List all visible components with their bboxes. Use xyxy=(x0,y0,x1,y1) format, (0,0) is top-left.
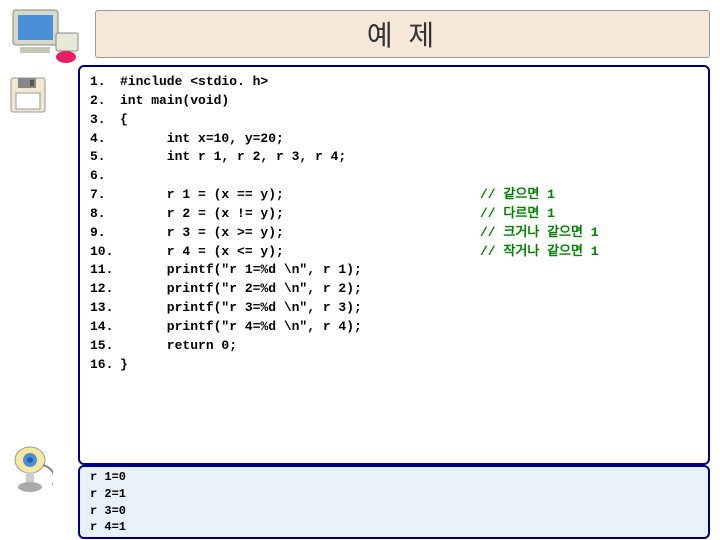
code-text: printf("r 2=%d \n", r 2); xyxy=(120,280,362,299)
floppy-icon xyxy=(8,75,48,115)
code-text: printf("r 3=%d \n", r 3); xyxy=(120,299,362,318)
code-comment: // 같으면 1 xyxy=(480,186,555,205)
line-number: 1. xyxy=(90,73,120,92)
line-number: 8. xyxy=(90,205,120,224)
line-number: 5. xyxy=(90,148,120,167)
code-text: int r 1, r 2, r 3, r 4; xyxy=(120,148,346,167)
output-box: r 1=0r 2=1r 3=0r 4=1 xyxy=(78,465,710,539)
output-line: r 3=0 xyxy=(90,503,698,520)
line-number: 4. xyxy=(90,130,120,149)
computer-icon xyxy=(8,5,83,65)
output-line: r 4=1 xyxy=(90,519,698,536)
code-line: 11. printf("r 1=%d \n", r 1); xyxy=(90,261,698,280)
code-line: 5. int r 1, r 2, r 3, r 4; xyxy=(90,148,698,167)
line-number: 6. xyxy=(90,167,120,186)
code-text: return 0; xyxy=(120,337,237,356)
code-comment: // 작거나 같으면 1 xyxy=(480,243,599,262)
code-text: } xyxy=(120,356,128,375)
code-text: { xyxy=(120,111,128,130)
output-line: r 2=1 xyxy=(90,486,698,503)
line-number: 16. xyxy=(90,356,120,375)
line-number: 14. xyxy=(90,318,120,337)
webcam-icon xyxy=(8,445,53,495)
line-number: 15. xyxy=(90,337,120,356)
code-text: printf("r 4=%d \n", r 4); xyxy=(120,318,362,337)
code-text: r 1 = (x == y); xyxy=(120,186,284,205)
line-number: 10. xyxy=(90,243,120,262)
code-line: 4. int x=10, y=20; xyxy=(90,130,698,149)
code-comment: // 다르면 1 xyxy=(480,205,555,224)
line-number: 9. xyxy=(90,224,120,243)
line-number: 13. xyxy=(90,299,120,318)
code-line: 9. r 3 = (x >= y); // 크거나 같으면 1 xyxy=(90,224,698,243)
line-number: 7. xyxy=(90,186,120,205)
code-line: 7. r 1 = (x == y); // 같으면 1 xyxy=(90,186,698,205)
code-line: 2.int main(void) xyxy=(90,92,698,111)
page-title: 예 제 xyxy=(367,14,438,54)
code-text: r 3 = (x >= y); xyxy=(120,224,284,243)
code-text: r 2 = (x != y); xyxy=(120,205,284,224)
code-text: printf("r 1=%d \n", r 1); xyxy=(120,261,362,280)
code-box: 1.#include <stdio. h>2.int main(void)3.{… xyxy=(78,65,710,465)
code-comment: // 크거나 같으면 1 xyxy=(480,224,599,243)
code-line: 10. r 4 = (x <= y); // 작거나 같으면 1 xyxy=(90,243,698,262)
code-line: 8. r 2 = (x != y); // 다르면 1 xyxy=(90,205,698,224)
code-line: 3.{ xyxy=(90,111,698,130)
line-number: 3. xyxy=(90,111,120,130)
code-line: 6. xyxy=(90,167,698,186)
line-number: 11. xyxy=(90,261,120,280)
code-line: 13. printf("r 3=%d \n", r 3); xyxy=(90,299,698,318)
code-line: 16.} xyxy=(90,356,698,375)
code-text: int main(void) xyxy=(120,92,229,111)
code-line: 15. return 0; xyxy=(90,337,698,356)
code-text: int x=10, y=20; xyxy=(120,130,284,149)
code-line: 1.#include <stdio. h> xyxy=(90,73,698,92)
line-number: 12. xyxy=(90,280,120,299)
title-bar: 예 제 xyxy=(95,10,710,58)
line-number: 2. xyxy=(90,92,120,111)
code-text: #include <stdio. h> xyxy=(120,73,268,92)
output-line: r 1=0 xyxy=(90,469,698,486)
code-line: 14. printf("r 4=%d \n", r 4); xyxy=(90,318,698,337)
code-line: 12. printf("r 2=%d \n", r 2); xyxy=(90,280,698,299)
code-text: r 4 = (x <= y); xyxy=(120,243,284,262)
